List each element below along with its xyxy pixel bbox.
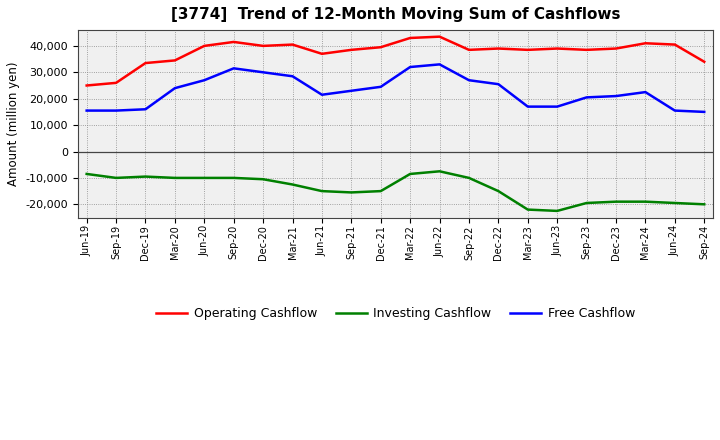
Operating Cashflow bbox=[494, 46, 503, 51]
Operating Cashflow bbox=[553, 46, 562, 51]
Operating Cashflow bbox=[582, 47, 591, 52]
Free Cashflow bbox=[494, 81, 503, 87]
Investing Cashflow bbox=[700, 202, 708, 207]
Investing Cashflow bbox=[612, 199, 621, 204]
Free Cashflow bbox=[112, 108, 120, 113]
Operating Cashflow bbox=[258, 43, 267, 48]
Investing Cashflow bbox=[171, 175, 179, 180]
Free Cashflow bbox=[406, 64, 415, 70]
Operating Cashflow bbox=[670, 42, 679, 47]
Legend: Operating Cashflow, Investing Cashflow, Free Cashflow: Operating Cashflow, Investing Cashflow, … bbox=[151, 302, 640, 326]
Free Cashflow bbox=[582, 95, 591, 100]
Title: [3774]  Trend of 12-Month Moving Sum of Cashflows: [3774] Trend of 12-Month Moving Sum of C… bbox=[171, 7, 620, 22]
Operating Cashflow bbox=[288, 42, 297, 47]
Operating Cashflow bbox=[112, 80, 120, 85]
Operating Cashflow bbox=[171, 58, 179, 63]
Investing Cashflow bbox=[82, 171, 91, 176]
Line: Operating Cashflow: Operating Cashflow bbox=[86, 37, 704, 85]
Operating Cashflow bbox=[436, 34, 444, 39]
Operating Cashflow bbox=[82, 83, 91, 88]
Free Cashflow bbox=[200, 77, 209, 83]
Free Cashflow bbox=[700, 109, 708, 114]
Free Cashflow bbox=[171, 85, 179, 91]
Operating Cashflow bbox=[230, 39, 238, 44]
Y-axis label: Amount (million yen): Amount (million yen) bbox=[7, 62, 20, 186]
Investing Cashflow bbox=[288, 182, 297, 187]
Free Cashflow bbox=[670, 108, 679, 113]
Operating Cashflow bbox=[318, 51, 326, 56]
Investing Cashflow bbox=[230, 175, 238, 180]
Operating Cashflow bbox=[464, 47, 473, 52]
Operating Cashflow bbox=[523, 47, 532, 52]
Investing Cashflow bbox=[141, 174, 150, 179]
Investing Cashflow bbox=[347, 190, 356, 195]
Investing Cashflow bbox=[436, 169, 444, 174]
Free Cashflow bbox=[230, 66, 238, 71]
Investing Cashflow bbox=[641, 199, 649, 204]
Investing Cashflow bbox=[670, 200, 679, 205]
Investing Cashflow bbox=[553, 208, 562, 213]
Operating Cashflow bbox=[200, 43, 209, 48]
Investing Cashflow bbox=[494, 188, 503, 194]
Operating Cashflow bbox=[406, 35, 415, 40]
Free Cashflow bbox=[523, 104, 532, 109]
Free Cashflow bbox=[258, 70, 267, 75]
Free Cashflow bbox=[612, 93, 621, 99]
Free Cashflow bbox=[288, 73, 297, 79]
Investing Cashflow bbox=[406, 171, 415, 176]
Free Cashflow bbox=[377, 84, 385, 89]
Operating Cashflow bbox=[700, 59, 708, 64]
Investing Cashflow bbox=[318, 188, 326, 194]
Operating Cashflow bbox=[377, 44, 385, 50]
Line: Investing Cashflow: Investing Cashflow bbox=[86, 171, 704, 211]
Investing Cashflow bbox=[200, 175, 209, 180]
Free Cashflow bbox=[347, 88, 356, 93]
Free Cashflow bbox=[641, 89, 649, 95]
Operating Cashflow bbox=[612, 46, 621, 51]
Investing Cashflow bbox=[377, 188, 385, 194]
Free Cashflow bbox=[141, 106, 150, 112]
Free Cashflow bbox=[436, 62, 444, 67]
Investing Cashflow bbox=[112, 175, 120, 180]
Free Cashflow bbox=[464, 77, 473, 83]
Operating Cashflow bbox=[641, 40, 649, 46]
Line: Free Cashflow: Free Cashflow bbox=[86, 64, 704, 112]
Free Cashflow bbox=[553, 104, 562, 109]
Operating Cashflow bbox=[347, 47, 356, 52]
Operating Cashflow bbox=[141, 60, 150, 66]
Investing Cashflow bbox=[582, 200, 591, 205]
Investing Cashflow bbox=[464, 175, 473, 180]
Free Cashflow bbox=[82, 108, 91, 113]
Free Cashflow bbox=[318, 92, 326, 97]
Investing Cashflow bbox=[258, 176, 267, 182]
Investing Cashflow bbox=[523, 207, 532, 212]
